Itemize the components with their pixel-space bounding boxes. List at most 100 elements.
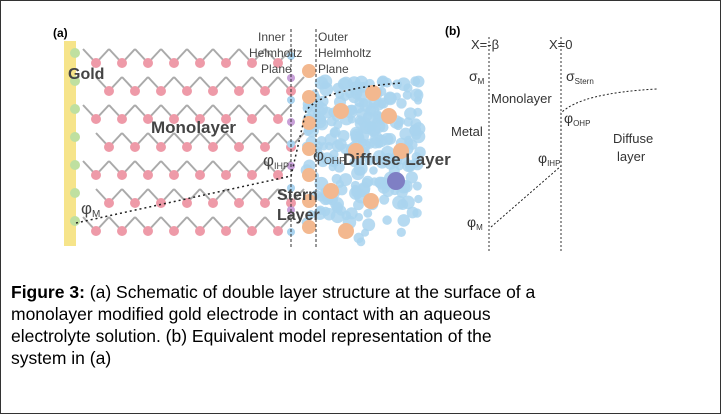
label: Diffuse Layer — [343, 150, 451, 169]
schematic — [387, 172, 405, 190]
schematic — [384, 91, 397, 104]
schematic — [413, 108, 422, 117]
schematic — [359, 117, 371, 129]
schematic — [247, 226, 257, 236]
schematic — [143, 226, 153, 236]
schematic — [302, 168, 316, 182]
schematic — [143, 58, 153, 68]
schematic — [317, 115, 326, 124]
schematic — [397, 214, 410, 227]
schematic — [379, 195, 389, 205]
label: Metal — [451, 124, 483, 139]
schematic — [104, 86, 114, 96]
caption-line: system in (a) — [11, 348, 111, 368]
schematic — [221, 58, 231, 68]
schematic — [302, 90, 316, 104]
schematic — [70, 132, 80, 142]
schematic — [409, 125, 420, 136]
schematic — [370, 177, 378, 185]
schematic — [323, 183, 339, 199]
symbol: σM — [469, 68, 485, 86]
schematic — [363, 209, 372, 218]
symbol: φM — [467, 214, 483, 232]
schematic — [366, 103, 380, 117]
schematic — [355, 129, 369, 143]
schematic — [355, 76, 368, 89]
schematic — [169, 170, 179, 180]
schematic — [182, 86, 192, 96]
schematic — [273, 226, 283, 236]
schematic — [339, 173, 352, 186]
schematic — [361, 229, 369, 237]
symbol: σStern — [566, 68, 594, 86]
figure-art: (a) Gold Monolayer InnerHelmholtzPlane O… — [1, 1, 720, 271]
schematic — [156, 142, 166, 152]
schematic — [327, 116, 337, 126]
schematic — [91, 114, 101, 124]
schematic — [363, 193, 379, 209]
caption-line: monolayer modified gold electrode in con… — [11, 304, 491, 324]
schematic — [143, 170, 153, 180]
label: Monolayer — [151, 118, 236, 137]
schematic — [381, 133, 394, 146]
schematic — [234, 142, 244, 152]
figure: (a) Gold Monolayer InnerHelmholtzPlane O… — [0, 0, 721, 414]
schematic — [413, 76, 425, 88]
schematic — [208, 198, 218, 208]
schematic — [70, 48, 80, 58]
schematic — [117, 58, 127, 68]
schematic — [221, 170, 231, 180]
schematic — [412, 208, 421, 217]
caption-line: (a) Schematic of double layer structure … — [85, 282, 535, 302]
schematic — [338, 130, 350, 142]
schematic — [392, 196, 406, 210]
schematic — [182, 142, 192, 152]
symbol: φM — [81, 199, 100, 220]
schematic — [403, 91, 412, 100]
schematic — [273, 114, 283, 124]
schematic — [195, 170, 205, 180]
schematic — [169, 58, 179, 68]
schematic — [397, 77, 411, 91]
schematic — [208, 86, 218, 96]
schematic — [410, 88, 423, 101]
schematic — [414, 195, 422, 203]
schematic — [260, 198, 270, 208]
label: Monolayer — [491, 91, 552, 106]
caption-label: Figure 3: — [11, 282, 85, 302]
schematic — [381, 108, 397, 124]
schematic — [247, 114, 257, 124]
schematic — [396, 117, 405, 126]
schematic — [330, 128, 339, 137]
schematic — [70, 188, 80, 198]
schematic — [397, 228, 406, 237]
symbol: φIHP — [263, 151, 289, 171]
schematic — [70, 104, 80, 114]
schematic — [382, 215, 391, 224]
schematic — [396, 98, 407, 109]
schematic — [195, 226, 205, 236]
schematic — [355, 213, 363, 221]
caption-line: electrolyte solution. (b) Equivalent mod… — [11, 326, 492, 346]
schematic — [117, 226, 127, 236]
schematic — [338, 223, 354, 239]
schematic — [317, 136, 327, 146]
schematic — [70, 216, 80, 226]
schematic — [156, 86, 166, 96]
schematic — [70, 160, 80, 170]
schematic — [117, 170, 127, 180]
panel-label: (b) — [445, 24, 460, 38]
schematic — [208, 142, 218, 152]
schematic — [195, 58, 205, 68]
schematic — [404, 136, 413, 145]
label: InnerHelmholtzPlane — [249, 30, 302, 76]
schematic — [247, 170, 257, 180]
schematic — [169, 226, 179, 236]
schematic — [91, 226, 101, 236]
caption: Figure 3: (a) Schematic of double layer … — [11, 281, 535, 369]
schematic — [234, 198, 244, 208]
schematic — [351, 181, 360, 190]
schematic — [315, 76, 328, 89]
